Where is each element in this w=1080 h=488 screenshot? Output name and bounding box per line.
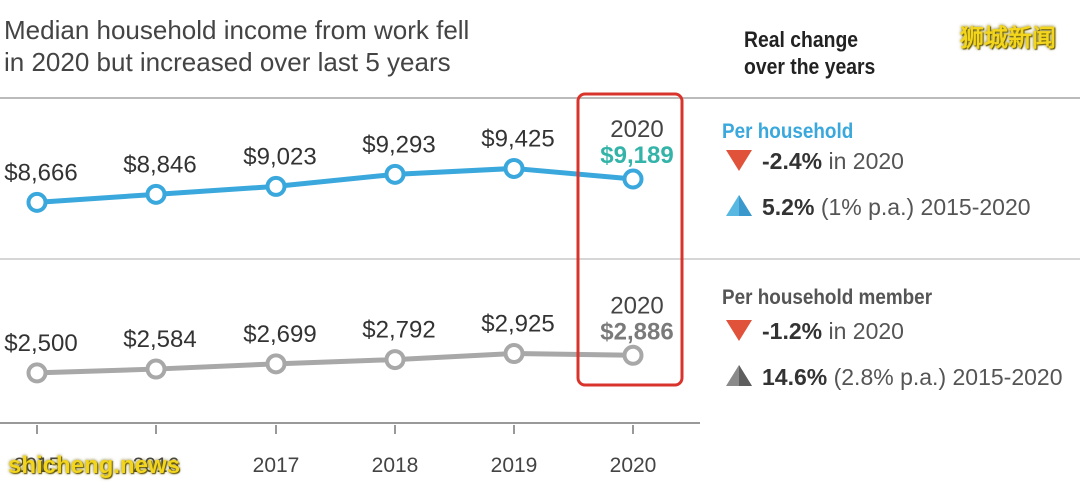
data-point [265, 175, 287, 197]
watermark-chinese: 狮城新闻 [960, 25, 1056, 52]
data-point [622, 344, 644, 366]
data-point [26, 362, 48, 384]
chart-title: Median household income from work fell i… [4, 14, 524, 78]
data-point [145, 183, 167, 205]
x-axis-tick-label: 2015 [14, 454, 61, 477]
highlight-box-2020 [576, 92, 684, 387]
member-change-2020-text: in 2020 [828, 318, 904, 344]
data-label: $2,886 [600, 318, 673, 345]
series-line [36, 351, 634, 376]
x-axis-tick-label: 2019 [491, 454, 538, 477]
data-label: $9,425 [481, 125, 554, 152]
household-change-period-detail: (1% p.a.) [820, 194, 915, 220]
data-label: $9,023 [243, 143, 316, 170]
data-label: $2,925 [481, 311, 554, 338]
real-change-heading-line-1: Real change [744, 27, 859, 52]
x-axis-tick-label: 2020 [610, 454, 657, 477]
household-change-2020: -2.4% in 2020 [724, 148, 904, 175]
household-change-2020-value: -2.4% [762, 148, 823, 174]
member-change-period-value: 14.6% [762, 364, 828, 390]
series-line [36, 165, 634, 205]
up-triangle-icon [724, 364, 754, 388]
household-change-period-value: 5.2% [762, 194, 815, 220]
panel-label-household: Per household [722, 120, 854, 143]
data-label: $2,584 [123, 326, 196, 353]
data-point [503, 343, 525, 365]
x-axis-tick-label: 2018 [372, 454, 419, 477]
household-change-2020-text: in 2020 [828, 148, 904, 174]
data-point [503, 157, 525, 179]
member-change-2020-value: -1.2% [762, 318, 823, 344]
household-change-period-text: 2015-2020 [920, 194, 1031, 220]
title-line-2: in 2020 but increased over last 5 years [4, 47, 451, 77]
data-point [26, 191, 48, 213]
watermark-site: shicheng.news [8, 452, 181, 479]
member-change-period-detail: (2.8% p.a.) [833, 364, 947, 390]
member-change-2020: -1.2% in 2020 [724, 318, 904, 345]
data-label: $2,792 [362, 317, 435, 344]
household-change-period: 5.2% (1% p.a.) 2015-2020 [724, 194, 1031, 221]
highlight-year-label: 2020 [610, 292, 663, 319]
real-change-heading-line-2: over the years [744, 54, 876, 79]
panel-label-member: Per household member [722, 286, 933, 309]
real-change-heading: Real change over the years [744, 26, 875, 80]
data-label: $9,189 [600, 142, 673, 169]
down-triangle-icon [724, 318, 754, 342]
member-change-period: 14.6% (2.8% p.a.) 2015-2020 [724, 364, 1063, 391]
data-label: $2,699 [243, 321, 316, 348]
highlight-year-label: 2020 [610, 116, 663, 143]
data-label: $8,846 [123, 151, 196, 178]
data-point [145, 358, 167, 380]
data-label: $2,500 [4, 330, 77, 357]
x-axis-tick-label: 2017 [253, 454, 300, 477]
up-triangle-icon [724, 194, 754, 218]
data-point [622, 168, 644, 190]
data-label: $9,293 [362, 131, 435, 158]
x-axis-tick-label: 2016 [133, 454, 180, 477]
data-label: $8,666 [4, 159, 77, 186]
down-triangle-icon [724, 148, 754, 172]
title-line-1: Median household income from work fell [4, 15, 470, 45]
data-point [265, 353, 287, 375]
member-change-period-text: 2015-2020 [952, 364, 1063, 390]
data-point [384, 163, 406, 185]
data-point [384, 349, 406, 371]
